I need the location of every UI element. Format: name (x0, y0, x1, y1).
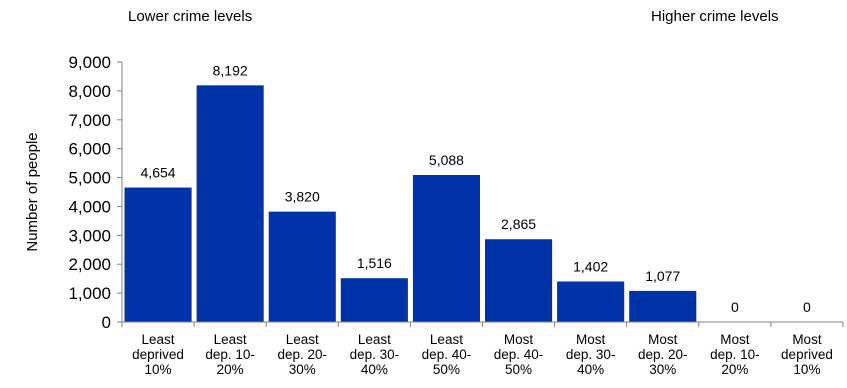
bar (340, 278, 408, 322)
bars (124, 85, 697, 322)
y-tick-label: 2,000 (68, 255, 111, 274)
x-tick-label: Most dep. 10-20% (710, 332, 760, 377)
x-tick-label: Most deprived 10% (781, 332, 833, 377)
bar (629, 290, 697, 322)
y-tick-label: 5,000 (68, 169, 111, 188)
value-label: 4,654 (141, 165, 176, 181)
y-tick-label: 9,000 (68, 53, 111, 72)
x-tick-label: Least dep. 30-40% (350, 332, 400, 377)
y-axis-title-group: Number of people (24, 132, 41, 251)
value-label: 3,820 (285, 189, 320, 205)
y-tick-label: 7,000 (68, 111, 111, 130)
x-axis: Least deprived 10% Least dep. 10-20% Least dep… (121, 321, 844, 377)
bar (557, 281, 625, 322)
y-tick-label: 3,000 (68, 226, 111, 245)
value-label: 0 (731, 299, 739, 315)
y-tick-label: 6,000 (68, 140, 111, 159)
y-axis-title: Number of people (24, 132, 41, 251)
higher-crime-levels-label: Higher crime levels (651, 8, 779, 25)
x-tick-label: Least deprived 10% (132, 332, 184, 377)
x-tick-label: Most dep. 30-40% (566, 332, 616, 377)
value-label: 2,865 (501, 216, 536, 232)
bar (485, 239, 553, 322)
bar (412, 175, 480, 322)
bar (196, 85, 264, 322)
x-tick-label: Most dep. 40-50% (494, 332, 544, 377)
value-label: 1,402 (573, 258, 608, 274)
value-label: 1,516 (357, 255, 392, 271)
x-tick-label: Least dep. 20-30% (277, 332, 327, 377)
y-tick-label: 1,000 (68, 284, 111, 303)
y-tick-label: 8,000 (68, 82, 111, 101)
x-tick-label: Most dep. 20-30% (638, 332, 688, 377)
value-labels: 4,654 8,192 3,820 1,516 5,088 2,865 1,402 1,077… (141, 62, 812, 315)
value-label: 8,192 (213, 62, 248, 78)
y-tick-label: 0 (102, 313, 111, 332)
y-tick-label: 4,000 (68, 197, 111, 216)
bar (268, 211, 336, 322)
bar (124, 187, 192, 322)
lower-crime-levels-label: Lower crime levels (128, 8, 253, 25)
value-label: 1,077 (645, 268, 680, 284)
x-tick-label: Least dep. 10-20% (205, 332, 255, 377)
y-axis: 0 1,000 2,000 3,000 4,000 5,000 6,000 7,000 8,00… (68, 53, 123, 332)
x-tick-label: Least dep. 40-50% (422, 332, 472, 377)
value-label: 5,088 (429, 152, 464, 168)
value-label: 0 (803, 299, 811, 315)
